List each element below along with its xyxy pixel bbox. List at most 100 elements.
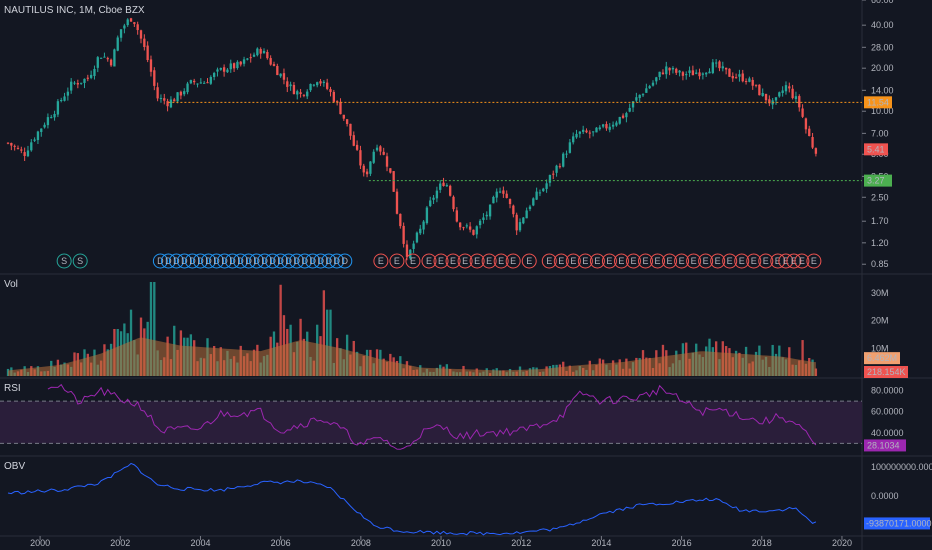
event-marker-letter: D	[205, 256, 212, 266]
event-marker-letter: E	[474, 256, 480, 266]
time-tick-label: 2002	[110, 538, 130, 548]
event-marker	[249, 253, 265, 269]
candle-body	[36, 131, 40, 141]
price-tick-label: 20.00	[871, 63, 894, 73]
candle-body	[698, 72, 701, 77]
candle-body	[528, 206, 532, 210]
price-tick-label: 1.70	[871, 216, 889, 226]
volume-ma-label: 6.462M	[867, 353, 897, 363]
candle-body	[518, 222, 522, 231]
candle-body	[758, 84, 761, 96]
event-marker-letter: D	[221, 256, 228, 266]
event-marker-letter: E	[438, 256, 444, 266]
candle-body	[193, 80, 196, 83]
candle-body	[691, 70, 695, 76]
level-label-bg	[864, 96, 892, 109]
candle-body	[522, 217, 525, 224]
event-marker	[577, 253, 593, 269]
price-tick-label: 0.85	[871, 259, 889, 269]
candle-body	[86, 77, 89, 79]
event-marker	[217, 253, 233, 269]
candle-body	[681, 72, 685, 76]
event-marker-letter: E	[715, 256, 721, 266]
event-marker-letter: D	[245, 256, 252, 266]
event-marker-letter: E	[727, 256, 733, 266]
candle-body	[462, 227, 465, 229]
volume-bar	[279, 284, 282, 376]
event-marker	[405, 253, 421, 269]
event-marker	[281, 253, 297, 269]
candle-body	[89, 74, 93, 78]
volume-tick-label: 30M	[871, 288, 889, 298]
rsi-line	[47, 383, 817, 450]
candle-body	[468, 226, 472, 230]
candle-body	[648, 86, 651, 89]
event-marker	[770, 253, 786, 269]
candle-body	[405, 244, 409, 257]
candle-body	[495, 191, 498, 198]
candle-body	[262, 50, 266, 54]
candle-body	[575, 133, 578, 138]
candle-body	[156, 87, 159, 99]
event-marker	[209, 253, 225, 269]
candle-body	[279, 73, 282, 77]
event-marker-letter: D	[237, 256, 244, 266]
candle-body	[635, 97, 638, 101]
candle-body	[312, 84, 316, 86]
candle-body	[778, 92, 781, 97]
candle-body	[359, 150, 362, 166]
event-marker	[257, 253, 273, 269]
candle-body	[299, 92, 302, 95]
candle-body	[79, 82, 83, 84]
candle-body	[435, 190, 439, 199]
event-marker	[225, 253, 241, 269]
candle-body	[425, 207, 429, 224]
candle-body	[784, 85, 788, 92]
event-marker-letter: E	[546, 256, 552, 266]
volume-last-label: 218.154K	[867, 367, 906, 377]
event-marker-letter: D	[269, 256, 276, 266]
candle-body	[432, 197, 435, 200]
volume-pane-title: Vol	[4, 279, 18, 290]
candle-body	[16, 147, 20, 149]
candle-body	[595, 127, 598, 133]
candle-body	[116, 37, 119, 51]
candle-body	[33, 139, 36, 141]
candle-body	[741, 73, 744, 82]
event-marker	[710, 253, 726, 269]
event-marker	[421, 253, 437, 269]
event-marker-letter: D	[261, 256, 268, 266]
event-marker	[650, 253, 666, 269]
candle-body	[369, 161, 372, 174]
event-marker	[734, 253, 750, 269]
candle-body	[316, 82, 319, 86]
volume-bar	[814, 368, 818, 376]
obv-tick-label: 0.0000	[871, 491, 899, 501]
candle-body	[754, 84, 758, 86]
event-marker-letter: D	[157, 256, 164, 266]
event-marker-letter: E	[378, 256, 384, 266]
candle-body	[498, 191, 502, 193]
event-marker	[305, 253, 321, 269]
event-marker-letter: E	[462, 256, 468, 266]
event-marker	[806, 253, 822, 269]
candle-body	[415, 232, 419, 243]
event-marker-letter: E	[679, 256, 685, 266]
candle-body	[798, 96, 801, 108]
candle-body	[582, 129, 585, 132]
candle-body	[478, 220, 482, 226]
candle-body	[532, 198, 535, 206]
event-marker-letter: D	[301, 256, 308, 266]
event-marker	[674, 253, 690, 269]
event-marker-letter: D	[342, 256, 349, 266]
event-marker	[297, 253, 313, 269]
time-tick-label: 2020	[832, 538, 852, 548]
event-marker	[241, 253, 257, 269]
candle-body	[615, 122, 618, 126]
candle-body	[10, 142, 13, 146]
candle-body	[46, 117, 50, 126]
candle-body	[695, 72, 698, 74]
time-tick-label: 2018	[752, 538, 772, 548]
candle-body	[219, 67, 222, 70]
candle-body	[169, 99, 173, 108]
